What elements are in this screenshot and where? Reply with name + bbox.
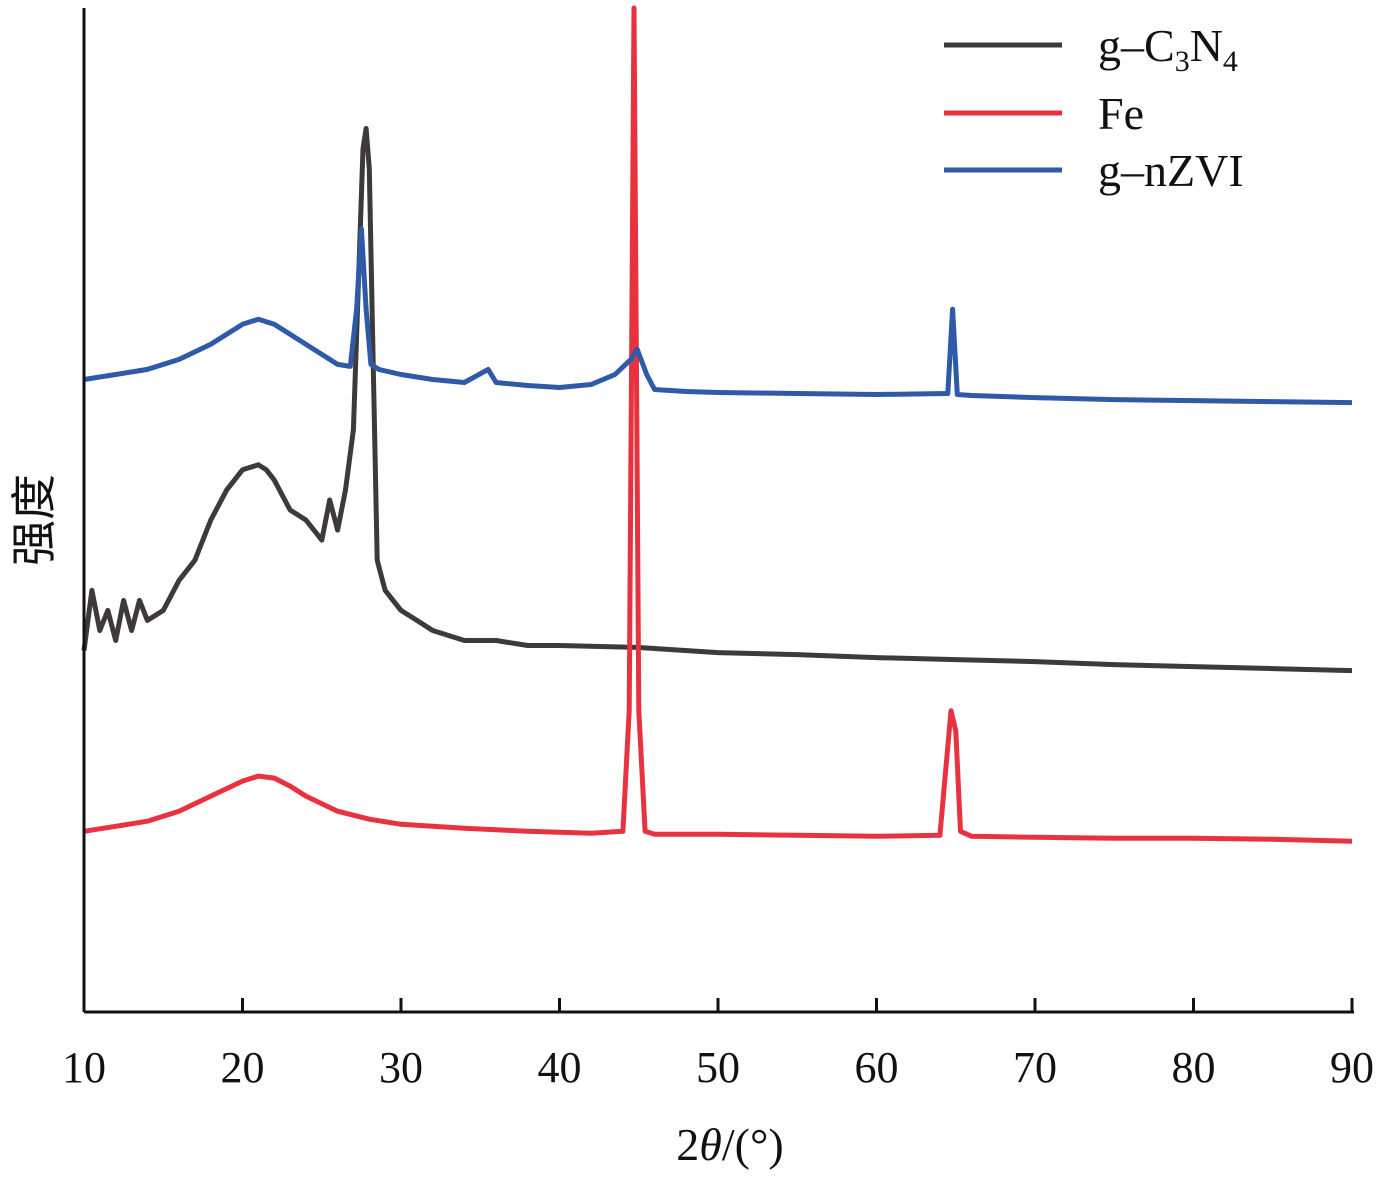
legend: g–C3N4 Fe g–nZVI: [944, 20, 1244, 196]
x-tick-label: 60: [855, 1043, 899, 1092]
x-tick-label: 40: [538, 1043, 582, 1092]
x-tick-label: 10: [62, 1043, 106, 1092]
y-axis-title: 强度: [7, 474, 61, 566]
series-lines: [81, 5, 1353, 844]
x-tick-label: 30: [379, 1043, 423, 1092]
x-tick-label: 20: [221, 1043, 265, 1092]
legend-label-0: g–C3N4: [1098, 20, 1238, 78]
x-tick-label: 50: [696, 1043, 740, 1092]
series-line-2: [83, 226, 1353, 406]
x-tick-label: 80: [1172, 1043, 1216, 1092]
x-tick-label: 70: [1013, 1043, 1057, 1092]
x-ticks: 10 20 30 40 50 60 70 80 90: [62, 998, 1374, 1092]
series-line-0: [81, 126, 1353, 674]
legend-label-1: Fe: [1098, 88, 1144, 139]
x-tick-label: 90: [1330, 1043, 1374, 1092]
x-axis-title: 2θ/(°): [676, 1119, 783, 1170]
legend-label-2: g–nZVI: [1098, 145, 1244, 196]
series-line-1: [83, 5, 1353, 844]
